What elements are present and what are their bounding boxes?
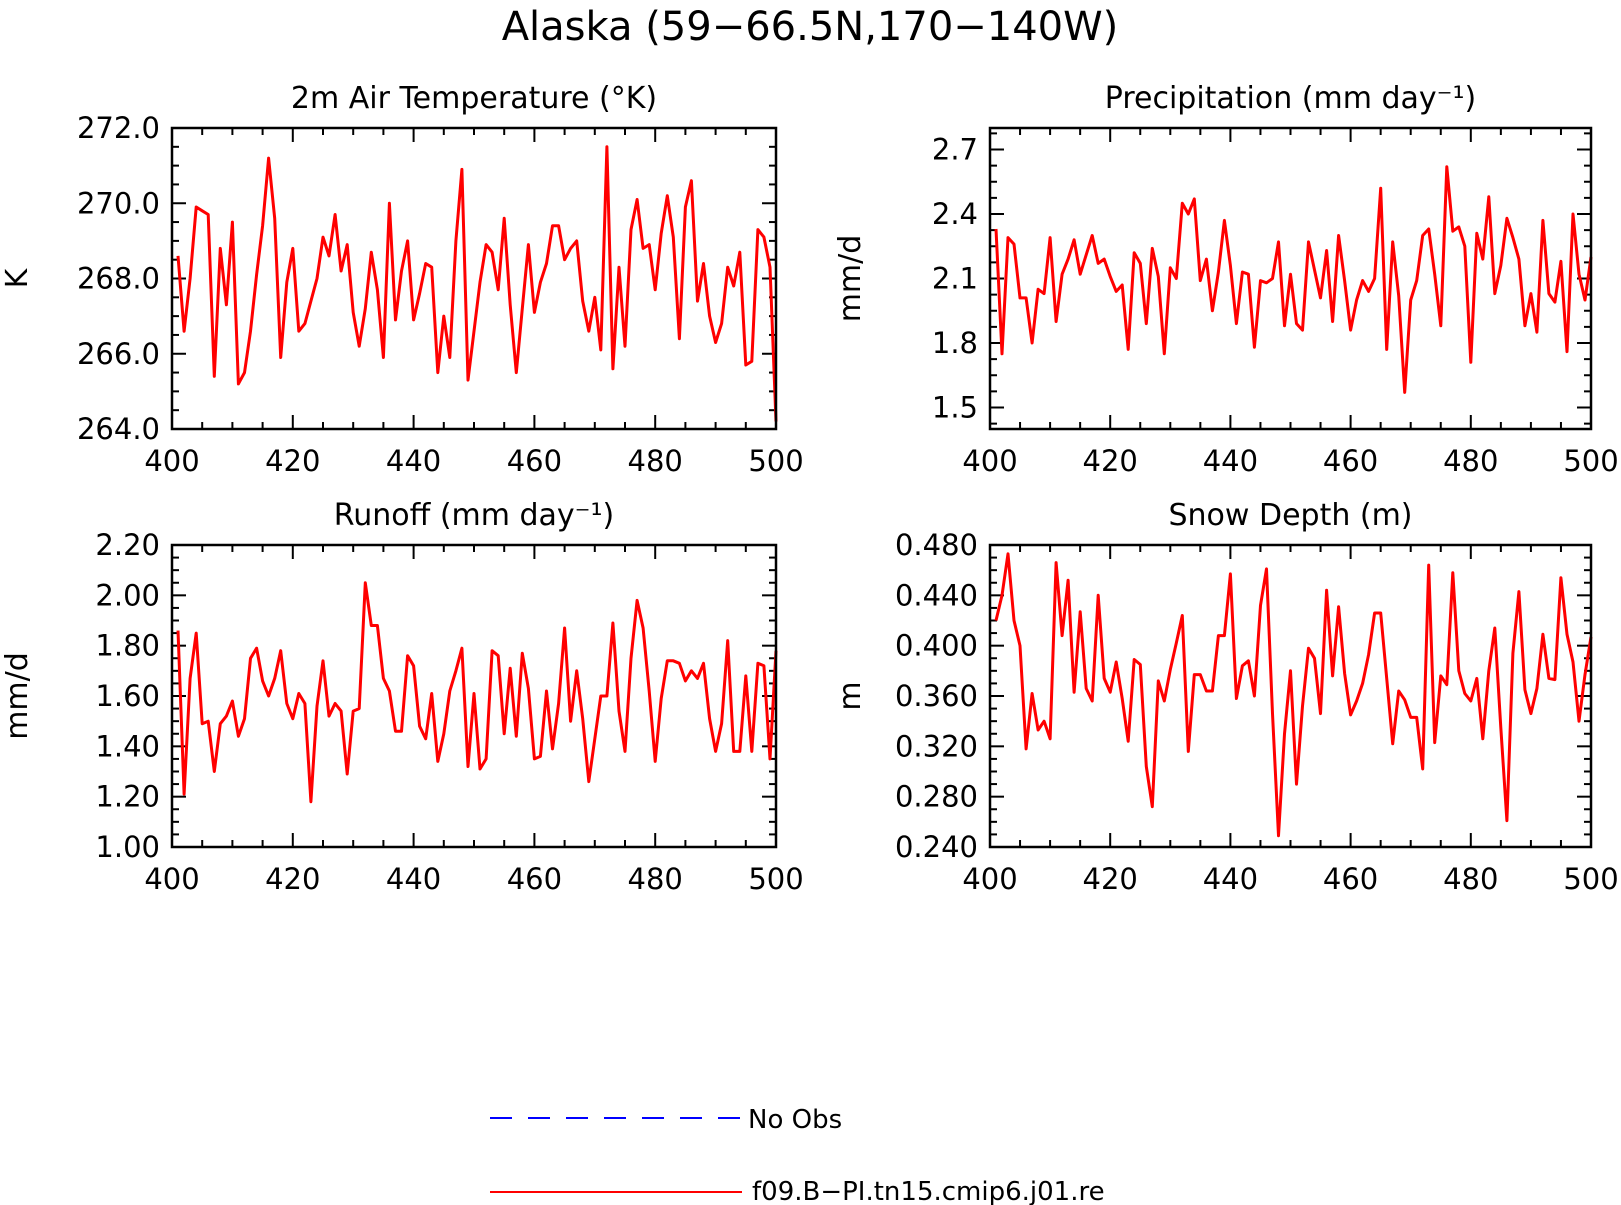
runoff-plot-frame [170,543,778,849]
temperature-xtick-label: 480 [628,444,683,478]
runoff-title: Runoff (mm day⁻¹) [334,498,615,533]
legend-obs-label: No Obs [748,1105,842,1135]
precipitation-ytick-label: 2.1 [932,262,978,296]
snow-depth-ytick-label: 0.480 [895,528,978,562]
runoff-ytick-label: 1.60 [95,679,160,713]
precipitation-xtick-label: 480 [1443,444,1498,478]
precipitation-ytick-label: 2.7 [932,133,978,167]
temperature-plot-frame [170,126,778,431]
legend-model-label: f09.B−PI.tn15.cmip6.j01.re [752,1177,1105,1205]
snow-depth-xtick-label: 440 [1203,862,1258,896]
temperature-xtick-label: 460 [507,444,562,478]
snow-depth-xtick-label: 420 [1083,862,1138,896]
temperature-xtick-label: 440 [386,444,441,478]
snow-depth-ytick-label: 0.280 [895,780,978,814]
snow-depth-series-line [994,552,1593,838]
runoff-ytick-label: 1.20 [95,780,160,814]
precipitation-series-line [994,165,1593,394]
temperature-ytick-label: 270.0 [77,186,160,220]
runoff-xtick-label: 460 [507,862,562,896]
runoff-ytick-label: 1.40 [95,729,160,763]
runoff-xtick-label: 440 [386,862,441,896]
runoff-xtick-label: 400 [144,862,199,896]
precipitation-plot-frame [988,126,1593,431]
precipitation-ylabel: mm/d [833,235,868,323]
precipitation-ytick-label: 1.8 [932,326,978,360]
snow-depth-ytick-label: 0.360 [895,679,978,713]
runoff-xtick-label: 420 [265,862,320,896]
precipitation-xtick-label: 420 [1083,444,1138,478]
snow-depth-xtick-label: 460 [1323,862,1378,896]
snow-depth-xtick-label: 400 [962,862,1017,896]
panel-snow-depth: Snow Depth (m) m 400 420 440 460 480 500 0.240 0.… [833,498,1619,896]
precipitation-xtick-label: 500 [1563,444,1618,478]
snow-depth-ylabel: m [833,681,868,710]
runoff-xtick-label: 480 [628,862,683,896]
temperature-ytick-label: 264.0 [77,412,160,446]
legend: No Obs f09.B−PI.tn15.cmip6.j01.re [490,1105,1105,1205]
temperature-ytick-label: 266.0 [77,337,160,371]
precipitation-ytick-label: 1.5 [932,391,978,425]
temperature-ytick-label: 268.0 [77,262,160,296]
runoff-ytick-label: 1.80 [95,629,160,663]
temperature-xtick-label: 400 [144,444,199,478]
snow-depth-plot-frame [988,543,1593,849]
panel-precipitation: Precipitation (mm day⁻¹) mm/d 400 420 440 460… [833,81,1619,478]
snow-depth-ytick-label: 0.400 [895,629,978,663]
temperature-xtick-label: 500 [748,444,803,478]
snow-depth-ytick-label: 0.440 [895,578,978,612]
snow-depth-ytick-label: 0.240 [895,830,978,864]
snow-depth-xtick-label: 500 [1563,862,1618,896]
panel-temperature: 2m Air Temperature (°K) K 400 420 440 460 480 5… [0,81,804,478]
panel-runoff: Runoff (mm day⁻¹) mm/d 400 420 440 460 480 500 1… [0,498,804,896]
temperature-ytick-label: 272.0 [77,111,160,145]
temperature-title: 2m Air Temperature (°K) [291,81,657,116]
precipitation-xtick-label: 440 [1203,444,1258,478]
runoff-xtick-label: 500 [748,862,803,896]
snow-depth-ytick-label: 0.320 [895,729,978,763]
panels: 2m Air Temperature (°K) K 400 420 440 460 480 5… [0,81,1619,896]
snow-depth-xtick-label: 480 [1443,862,1498,896]
figure-title: Alaska (59−66.5N,170−140W) [502,4,1119,50]
precipitation-xtick-label: 400 [962,444,1017,478]
precipitation-xtick-label: 460 [1323,444,1378,478]
runoff-ylabel: mm/d [0,652,35,740]
precipitation-title: Precipitation (mm day⁻¹) [1105,81,1476,116]
temperature-xtick-label: 420 [265,444,320,478]
runoff-ytick-label: 2.00 [95,578,160,612]
snow-depth-title: Snow Depth (m) [1168,498,1412,533]
precipitation-ytick-label: 2.4 [932,197,978,231]
temperature-series-line [176,145,778,422]
temperature-ylabel: K [0,267,35,288]
runoff-ytick-label: 1.00 [95,830,160,864]
runoff-series-line [176,581,778,804]
runoff-ytick-label: 2.20 [95,528,160,562]
